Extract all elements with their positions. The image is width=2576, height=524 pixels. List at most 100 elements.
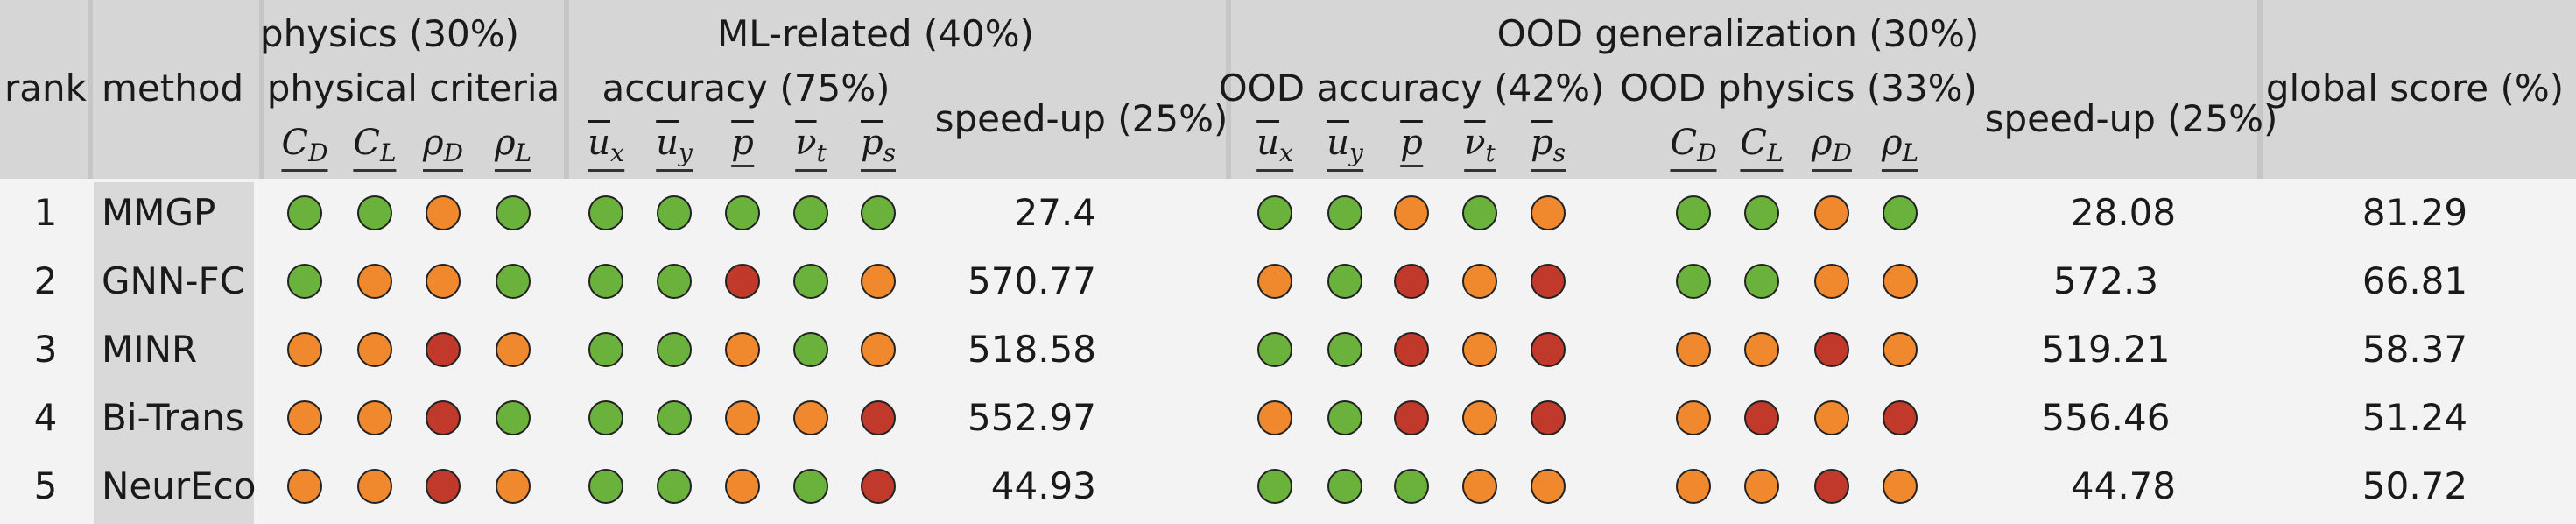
column-symbol: ps — [861, 123, 896, 172]
rating-dot-red — [1814, 469, 1849, 504]
rating-dot-orange — [1676, 400, 1711, 435]
rating-dot-orange — [1462, 400, 1497, 435]
symbol-subscript: D — [443, 138, 463, 167]
rating-dot-green — [657, 400, 692, 435]
header-speedup: speed-up (25%) — [934, 97, 1228, 140]
rating-dot-orange — [1814, 195, 1849, 230]
global-score-cell: 66.81 — [2361, 259, 2468, 302]
rating-dot-green — [357, 195, 392, 230]
column-symbol: νt — [795, 123, 827, 172]
rating-dot-orange — [1676, 332, 1711, 367]
header-method: method — [102, 67, 244, 110]
header-physics: physics (30%) — [259, 12, 520, 55]
header-accuracy: accuracy (75%) — [602, 67, 890, 110]
rating-dot-orange — [496, 332, 531, 367]
rank-cell: 3 — [33, 328, 58, 371]
global-score-cell: 81.29 — [2361, 191, 2468, 234]
column-separator — [564, 0, 569, 179]
rating-dot-red — [1883, 400, 1918, 435]
method-cell: MMGP — [102, 191, 216, 234]
speedup-cell: 552.97 — [968, 396, 1096, 439]
rating-dot-red — [861, 469, 896, 504]
rating-dot-green — [588, 195, 623, 230]
column-symbol: uy — [1327, 123, 1363, 172]
rating-dot-orange — [287, 469, 322, 504]
column-symbol: ρL — [494, 123, 532, 172]
rating-dot-red — [426, 332, 461, 367]
rating-dot-orange — [287, 400, 322, 435]
symbol-base: u — [656, 123, 679, 163]
rating-dot-red — [426, 469, 461, 504]
column-symbol: ps — [1531, 123, 1566, 172]
rating-dot-orange — [861, 264, 896, 299]
rating-dot-green — [1327, 400, 1362, 435]
symbol-subscript: x — [609, 138, 624, 167]
rating-dot-green — [1327, 195, 1362, 230]
symbol-base: u — [1327, 123, 1349, 163]
rating-dot-green — [657, 469, 692, 504]
rating-dot-orange — [725, 332, 760, 367]
rating-dot-green — [1676, 264, 1711, 299]
rating-dot-green — [1676, 195, 1711, 230]
header-ood-speedup: speed-up (25%) — [1984, 97, 2278, 140]
column-symbol: ρL — [1881, 123, 1919, 172]
rating-dot-green — [496, 264, 531, 299]
rating-dot-green — [1257, 332, 1292, 367]
rating-dot-green — [1744, 195, 1779, 230]
symbol-base: u — [588, 123, 610, 163]
column-symbol: CD — [281, 123, 328, 172]
rating-dot-orange — [1531, 469, 1566, 504]
column-separator — [1226, 0, 1231, 179]
header-global-score: global score (%) — [2265, 67, 2565, 110]
rating-dot-green — [1883, 195, 1918, 230]
symbol-subscript: y — [1348, 138, 1363, 167]
symbol-subscript: L — [380, 138, 397, 167]
rating-dot-orange — [725, 469, 760, 504]
speedup-cell: 44.93 — [990, 464, 1096, 507]
column-symbol: ρD — [423, 123, 463, 172]
column-symbol: p — [1400, 123, 1423, 167]
column-separator — [259, 0, 264, 179]
rating-dot-green — [588, 264, 623, 299]
rating-dot-orange — [1676, 469, 1711, 504]
column-symbol: p — [731, 123, 754, 167]
header-ml-related: ML-related (40%) — [716, 12, 1035, 55]
column-symbol: CL — [353, 123, 397, 172]
symbol-subscript: t — [816, 138, 827, 167]
rating-dot-green — [496, 400, 531, 435]
header-physical-criteria: physical criteria — [266, 67, 560, 110]
method-column-background — [94, 182, 254, 524]
symbol-subscript: s — [883, 138, 896, 167]
rating-dot-orange — [1531, 195, 1566, 230]
rating-dot-orange — [1462, 469, 1497, 504]
rating-dot-green — [588, 332, 623, 367]
symbol-subscript: L — [1767, 138, 1784, 167]
rank-cell: 4 — [33, 396, 58, 439]
rating-dot-orange — [357, 264, 392, 299]
rating-dot-orange — [357, 332, 392, 367]
global-score-cell: 51.24 — [2361, 396, 2468, 439]
rating-dot-orange — [1257, 264, 1292, 299]
rating-dot-red — [1394, 264, 1429, 299]
rating-dot-green — [1394, 469, 1429, 504]
rating-dot-green — [496, 195, 531, 230]
symbol-subscript: s — [1552, 138, 1566, 167]
rating-dot-red — [1531, 332, 1566, 367]
symbol-base: C — [281, 123, 309, 163]
ood-speedup-cell: 519.21 — [2041, 328, 2171, 371]
rating-dot-orange — [1883, 264, 1918, 299]
symbol-subscript: D — [1832, 138, 1852, 167]
rating-dot-green — [657, 195, 692, 230]
column-separator — [88, 0, 93, 179]
rating-dot-green — [1327, 469, 1362, 504]
rating-dot-orange — [1883, 469, 1918, 504]
rating-dot-green — [1327, 264, 1362, 299]
rating-dot-orange — [1462, 332, 1497, 367]
rating-dot-red — [1744, 400, 1779, 435]
symbol-base: p — [731, 123, 754, 163]
symbol-base: ρ — [423, 123, 444, 163]
symbol-base: C — [353, 123, 381, 163]
rating-dot-green — [287, 195, 322, 230]
symbol-subscript: L — [515, 138, 532, 167]
